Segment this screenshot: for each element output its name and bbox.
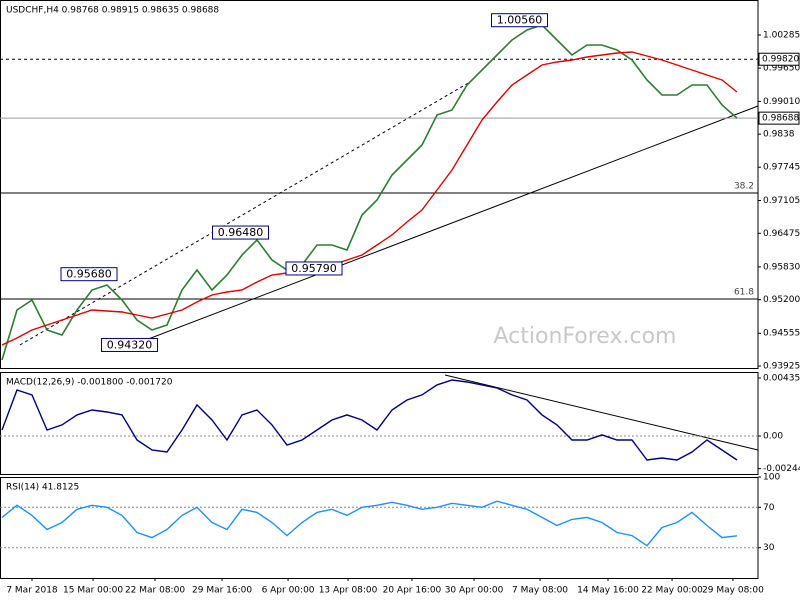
annotation-label: 0.95790 <box>291 262 337 275</box>
y-tick-label: 0.9838 <box>763 130 795 140</box>
series-line <box>1 500 738 547</box>
panel-title: MACD(12,26,9) -0.001800 -0.001720 <box>6 378 173 388</box>
x-tick-label: 29 May 08:00 <box>702 586 764 596</box>
annotation-box <box>285 261 343 276</box>
y-tick-label: 0.95200 <box>763 295 800 305</box>
panel-frame <box>0 372 759 475</box>
channel-line <box>19 81 471 346</box>
y-tick-label: 0.95830 <box>763 262 800 272</box>
panel-title: RSI(14) 41.8125 <box>6 483 79 493</box>
y-tick-label: 0.99650 <box>763 64 800 74</box>
x-tick-label: 7 Mar 2018 <box>6 586 58 596</box>
y-tick-label: 0.004351 <box>763 373 800 383</box>
fib-label: 38.2 <box>734 182 754 192</box>
series-line <box>1 51 738 346</box>
annotation-label: 0.96480 <box>218 226 264 239</box>
x-tick-label: 29 Mar 16:00 <box>192 586 252 596</box>
fib-label: 61.8 <box>734 288 754 298</box>
series-line <box>1 24 738 361</box>
x-tick-label: 6 Apr 00:00 <box>262 586 315 596</box>
series-line <box>1 379 738 461</box>
x-tick-label: 13 Apr 08:00 <box>319 586 378 596</box>
annotation-label: 0.94320 <box>107 338 153 351</box>
x-tick-label: 7 May 08:00 <box>512 586 568 596</box>
y-tick-label: 0.94555 <box>763 329 800 339</box>
annotation-box <box>101 337 158 352</box>
x-tick-label: 22 Mar 08:00 <box>125 586 185 596</box>
annotation-label: 0.95680 <box>66 268 112 281</box>
y-tick-label: 0.00 <box>763 432 783 442</box>
price-marker-label: 0.98688 <box>762 114 799 124</box>
y-tick-label: 30 <box>763 543 775 553</box>
annotation-box <box>60 267 118 282</box>
y-tick-label: 0.96475 <box>763 229 800 239</box>
price-marker-box <box>758 111 800 125</box>
price-marker-label: 0.99820 <box>762 55 799 65</box>
y-tick-label: 0.99010 <box>763 97 800 107</box>
annotation-label: 1.00560 <box>497 14 543 27</box>
y-tick-label: 0.97105 <box>763 196 800 206</box>
x-tick-label: 15 Mar 00:00 <box>63 586 123 596</box>
trend-line <box>129 105 759 347</box>
panel-frame <box>0 477 759 579</box>
annotation-box <box>491 13 548 28</box>
y-tick-label: 1.00285 <box>763 31 800 41</box>
y-tick-label: 100 <box>763 473 780 483</box>
y-tick-label: 70 <box>763 503 775 513</box>
price-marker-box <box>758 52 800 66</box>
annotation-box <box>212 225 269 240</box>
y-tick-label: -0.002448 <box>763 464 800 474</box>
y-tick-label: 0.97745 <box>763 163 800 173</box>
x-tick-label: 30 Apr 00:00 <box>445 586 504 596</box>
x-tick-label: 20 Apr 16:00 <box>383 586 442 596</box>
y-tick-label: 0.93925 <box>763 362 800 372</box>
panel-title: USDCHF,H4 0.98768 0.98915 0.98635 0.9868… <box>6 6 219 16</box>
watermark: ActionForex.com <box>494 324 677 349</box>
x-tick-label: 14 May 16:00 <box>577 586 639 596</box>
x-tick-label: 22 May 00:00 <box>641 586 703 596</box>
panel-frame <box>0 0 759 369</box>
